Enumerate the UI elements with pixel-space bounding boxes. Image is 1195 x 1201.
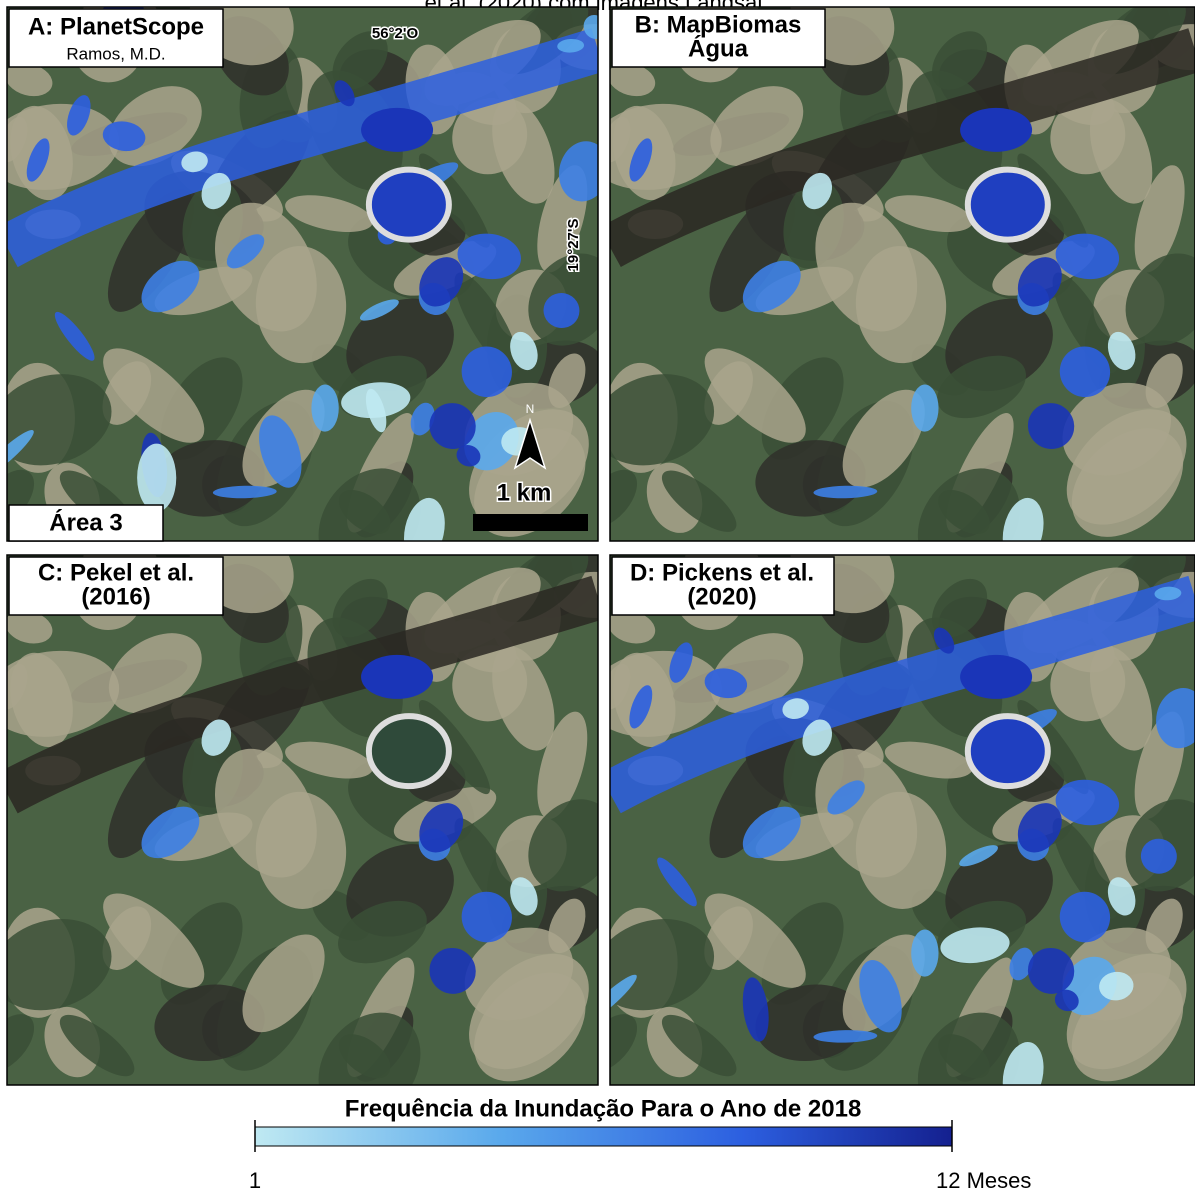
- lake: [369, 170, 449, 240]
- lake: [968, 170, 1048, 240]
- water: [137, 444, 176, 512]
- water: [911, 930, 938, 977]
- lake: [960, 108, 1032, 152]
- longitude-label: 56°2'O: [372, 25, 419, 42]
- figure: et al. (2020) com imagens Landsat. A: Pl…: [0, 0, 1195, 1196]
- legend-tick-label: 1: [249, 1168, 261, 1193]
- panel-label: B: MapBiomas: [635, 11, 802, 38]
- lake: [361, 108, 433, 152]
- panel-label: A: PlanetScope: [28, 13, 204, 40]
- panel-label: D: Pickens et al.: [630, 559, 814, 586]
- lake: [968, 716, 1048, 786]
- map-image: [573, 0, 1195, 597]
- panel-label: (2016): [81, 583, 150, 610]
- scale-bar: [473, 514, 588, 531]
- panel-label: Água: [688, 34, 749, 62]
- panel-credit: Ramos, M.D.: [66, 44, 165, 63]
- lake: [361, 655, 433, 699]
- legend-tick-label: 12 Meses: [936, 1168, 1031, 1193]
- north-label: N: [526, 402, 535, 416]
- scale-label: 1 km: [497, 479, 552, 506]
- water: [911, 385, 938, 432]
- panel-label: C: Pekel et al.: [38, 559, 194, 586]
- lake: [369, 716, 449, 786]
- panel-label: (2020): [687, 583, 756, 610]
- lake: [960, 655, 1032, 699]
- area-label: Área 3: [49, 508, 122, 536]
- water: [311, 385, 338, 432]
- latitude-label: 19°27'S: [565, 219, 582, 272]
- legend-title: Frequência da Inundação Para o Ano de 20…: [345, 1095, 862, 1122]
- colorbar: [255, 1127, 952, 1146]
